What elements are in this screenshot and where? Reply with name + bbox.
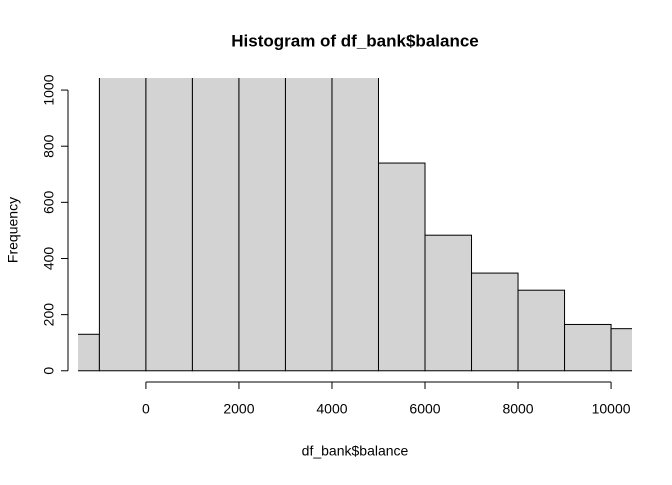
x-tick-label: 8000: [502, 401, 533, 417]
bar: [98, 78, 147, 372]
bar: [284, 78, 333, 372]
bar: [564, 323, 612, 372]
x-tick-label: 0: [142, 401, 150, 417]
y-tick-label: 1000: [41, 74, 57, 105]
y-tick-label: 800: [41, 134, 57, 158]
bar: [610, 328, 632, 372]
x-axis-title: df_bank$balance: [302, 443, 409, 459]
bar: [471, 272, 519, 372]
x-tick-label: 6000: [409, 401, 440, 417]
y-axis-title: Frequency: [5, 197, 21, 263]
x-tick-label: 2000: [223, 401, 254, 417]
y-tick-label: 600: [41, 190, 57, 214]
bar: [191, 78, 240, 372]
bar: [78, 333, 100, 372]
y-tick-label: 200: [41, 303, 57, 327]
y-tick-label: 400: [41, 247, 57, 271]
bar: [517, 289, 566, 372]
bar: [331, 78, 379, 372]
bar: [145, 78, 193, 372]
bar: [238, 78, 286, 372]
x-tick-label: 4000: [316, 401, 347, 417]
bars: [78, 78, 632, 372]
y-tick-label: 0: [41, 367, 57, 375]
bar: [424, 234, 473, 372]
chart-title: Histogram of df_bank$balance: [231, 31, 479, 50]
bar: [377, 162, 426, 372]
x-tick-label: 10000: [592, 401, 631, 417]
